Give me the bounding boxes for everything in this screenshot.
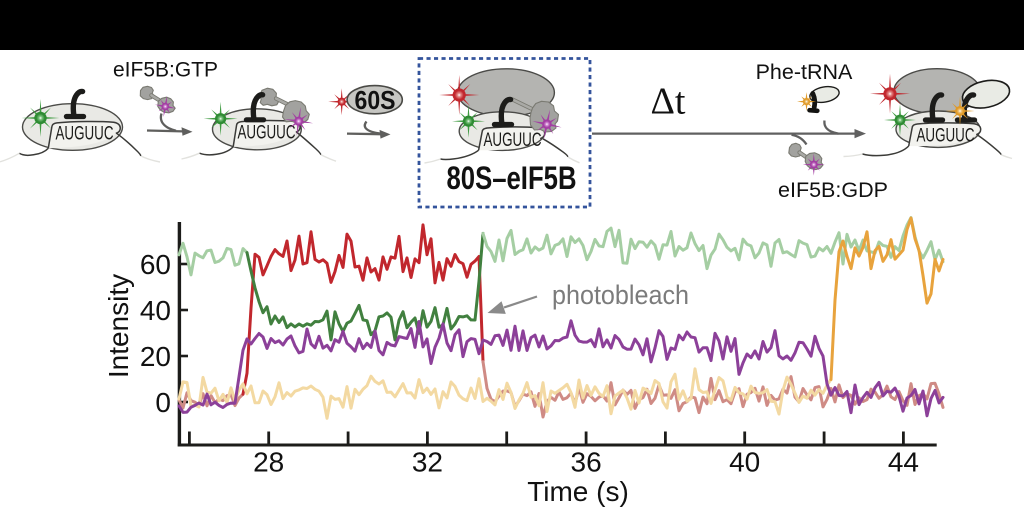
svg-text:AUGUUC: AUGUUC [238, 122, 296, 144]
svg-text:40: 40 [140, 295, 171, 326]
svg-text:Δt: Δt [651, 81, 686, 123]
svg-text:eIF5B:GDP: eIF5B:GDP [778, 178, 888, 202]
svg-text:Intensity: Intensity [103, 274, 134, 378]
svg-text:AUGUUC: AUGUUC [56, 122, 114, 144]
svg-text:60: 60 [140, 249, 171, 280]
svg-text:Phe-tRNA: Phe-tRNA [756, 60, 853, 84]
svg-text:32: 32 [412, 447, 443, 478]
svg-text:44: 44 [888, 447, 919, 478]
svg-text:eIF5B:GTP: eIF5B:GTP [113, 59, 218, 82]
svg-text:28: 28 [253, 447, 284, 478]
svg-text:20: 20 [140, 341, 171, 372]
svg-text:AUGUUC: AUGUUC [484, 129, 542, 151]
svg-text:40: 40 [729, 447, 760, 478]
svg-text:80S–eIF5B: 80S–eIF5B [447, 160, 577, 196]
svg-text:60S: 60S [355, 85, 396, 115]
svg-text:photobleach: photobleach [552, 280, 689, 310]
svg-text:AUGUUC: AUGUUC [917, 124, 975, 146]
svg-text:36: 36 [571, 447, 602, 478]
svg-text:Time (s): Time (s) [527, 476, 629, 507]
svg-text:0: 0 [155, 387, 171, 418]
